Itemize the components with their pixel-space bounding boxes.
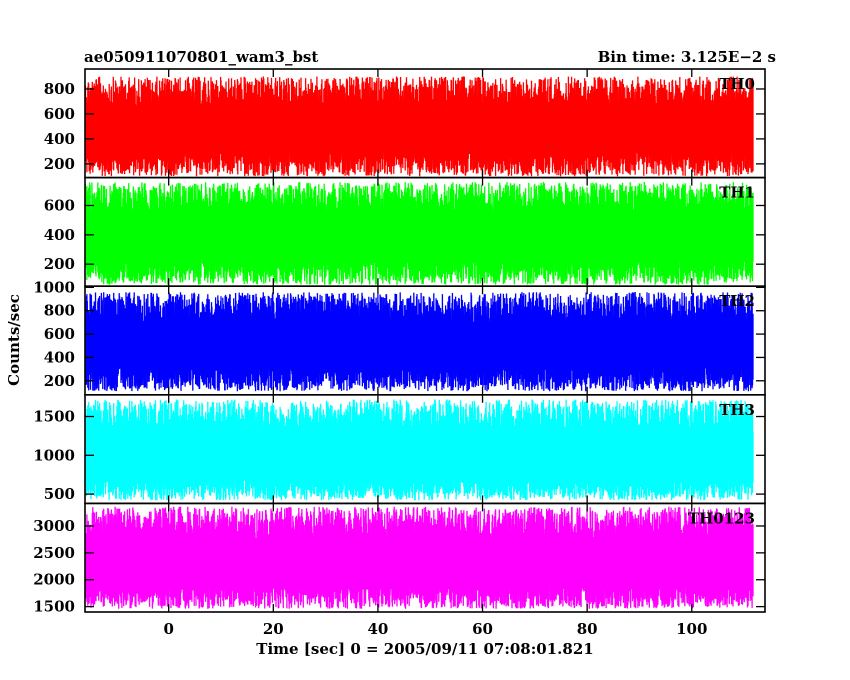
x-axis-label: Time [sec] 0 = 2005/09/11 07:08:01.821 bbox=[256, 640, 593, 658]
series-th3 bbox=[84, 399, 754, 501]
x-tick-label: 20 bbox=[263, 620, 284, 638]
y-tick-label: 2500 bbox=[33, 544, 75, 562]
y-tick-label: 600 bbox=[44, 105, 75, 123]
panel-label: TH2 bbox=[719, 292, 755, 310]
panel-frame bbox=[84, 502, 766, 613]
panel-label: TH0 bbox=[719, 75, 755, 93]
y-tick-label: 400 bbox=[44, 348, 75, 366]
series-th0 bbox=[84, 76, 754, 177]
chart-title-right: Bin time: 3.125E−2 s bbox=[598, 48, 776, 66]
y-axis-label: Counts/sec bbox=[5, 294, 23, 386]
y-tick-label: 200 bbox=[44, 155, 75, 173]
y-tick-label: 1500 bbox=[33, 598, 75, 616]
panel-label: TH3 bbox=[719, 401, 755, 419]
y-tick-label: 1000 bbox=[33, 278, 75, 296]
y-tick-label: 800 bbox=[44, 80, 75, 98]
y-tick-label: 200 bbox=[44, 372, 75, 390]
y-tick-label: 400 bbox=[44, 226, 75, 244]
x-tick-label: 60 bbox=[472, 620, 493, 638]
y-tick-label: 3000 bbox=[33, 517, 75, 535]
y-tick-label: 600 bbox=[44, 325, 75, 343]
panel-label: TH1 bbox=[719, 184, 755, 202]
y-tick-label: 2000 bbox=[33, 571, 75, 589]
series-th0123 bbox=[84, 506, 754, 609]
series-th1 bbox=[84, 181, 754, 285]
panel-th0: 200 400 600 800 TH0 bbox=[44, 68, 766, 179]
y-tick-label: 1500 bbox=[33, 408, 75, 426]
y-tick-label: 1000 bbox=[33, 446, 75, 464]
y-tick-label: 600 bbox=[44, 196, 75, 214]
x-tick-label: 40 bbox=[367, 620, 388, 638]
x-tick-label: 0 bbox=[163, 620, 173, 638]
chart-title-left: ae050911070801_wam3_bst bbox=[84, 48, 318, 66]
x-tick-label: 100 bbox=[676, 620, 707, 638]
y-tick-label: 200 bbox=[44, 255, 75, 273]
y-tick-label: 500 bbox=[44, 485, 75, 503]
panel-th0123: 1500 2000 2500 3000 TH0123 bbox=[33, 502, 766, 616]
panel-th3: 500 1000 1500 TH3 bbox=[33, 393, 766, 505]
x-tick-label: 80 bbox=[577, 620, 598, 638]
y-tick-label: 400 bbox=[44, 130, 75, 148]
series-th2 bbox=[84, 291, 754, 392]
y-tick-label: 800 bbox=[44, 302, 75, 320]
panel-th1: 200 400 600 TH1 bbox=[44, 176, 766, 288]
panel-label: TH0123 bbox=[688, 509, 755, 527]
panel-th2: 200 400 600 800 1000 TH2 bbox=[33, 278, 766, 396]
